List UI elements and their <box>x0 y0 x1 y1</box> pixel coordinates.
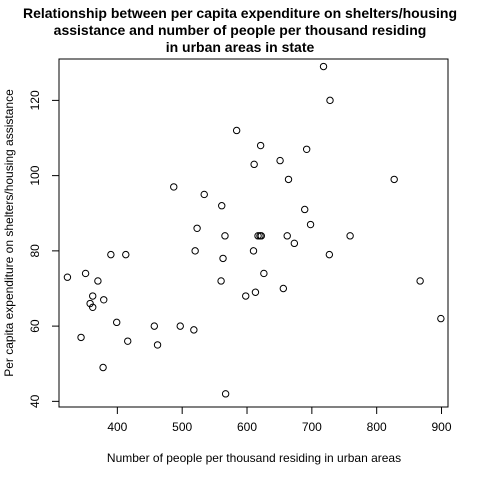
data-point <box>306 220 315 229</box>
data-point <box>219 254 227 263</box>
y-tick-label: 60 <box>28 319 42 333</box>
x-axis: 400 500 600 700 800 900 <box>107 407 452 434</box>
data-point <box>200 190 208 199</box>
data-point <box>325 250 334 259</box>
y-tick-label: 80 <box>28 244 42 258</box>
plot-frame <box>58 58 449 408</box>
chart-title-line-3: in urban areas in state <box>166 39 315 55</box>
data-point <box>254 232 262 240</box>
data-point <box>250 160 258 169</box>
data-point <box>319 62 328 71</box>
data-point <box>251 288 260 296</box>
y-tick-label: 100 <box>28 165 42 185</box>
data-point <box>290 239 299 248</box>
data-point <box>437 314 445 323</box>
data-point <box>301 205 309 214</box>
x-tick-label: 400 <box>107 420 127 434</box>
data-point <box>276 156 284 165</box>
data-point <box>94 277 102 285</box>
chart-title: Relationship between per capita expendit… <box>23 5 457 55</box>
data-point <box>122 250 130 259</box>
data-point <box>326 96 334 105</box>
data-point <box>170 183 178 191</box>
data-point <box>124 337 132 345</box>
x-tick-label: 900 <box>432 420 452 434</box>
data-point <box>176 322 184 330</box>
data-point <box>346 232 354 240</box>
data-point <box>249 247 258 255</box>
data-point <box>416 277 424 285</box>
data-point <box>86 299 94 308</box>
data-point <box>100 296 108 304</box>
data-point <box>81 269 90 278</box>
data-point <box>99 363 107 372</box>
x-tick-label: 700 <box>302 420 322 434</box>
data-point <box>302 145 311 153</box>
data-point <box>77 333 85 342</box>
data-point <box>256 141 265 150</box>
data-point <box>260 269 268 278</box>
data-point <box>232 126 241 135</box>
data-point <box>193 224 201 232</box>
data-point <box>242 292 250 300</box>
x-tick-label: 600 <box>237 420 257 434</box>
y-tick-label: 40 <box>28 394 42 408</box>
data-point <box>279 284 288 293</box>
x-tick-label: 500 <box>172 420 192 434</box>
data-point <box>217 277 225 285</box>
data-point <box>89 292 97 300</box>
data-point <box>150 322 159 330</box>
data-point <box>190 326 198 334</box>
data-points <box>63 62 445 398</box>
chart-title-line-2: assistance and number of people per thou… <box>54 22 427 38</box>
data-point <box>63 273 72 281</box>
data-point <box>257 232 265 240</box>
data-point <box>283 232 291 240</box>
y-tick-label: 120 <box>28 90 42 110</box>
data-point <box>191 247 199 255</box>
data-point <box>153 341 162 349</box>
data-point <box>284 175 293 184</box>
data-point <box>221 390 230 398</box>
data-point <box>218 202 226 210</box>
y-axis: 40 60 80 100 120 <box>28 90 59 408</box>
y-axis-label: Per capita expenditure on shelters/housi… <box>2 89 16 377</box>
data-point <box>89 303 97 312</box>
data-point <box>107 250 115 259</box>
x-axis-label: Number of people per thousand residing i… <box>107 451 401 465</box>
data-point <box>390 175 398 184</box>
data-point <box>221 232 229 240</box>
data-point <box>113 318 121 327</box>
x-tick-label: 800 <box>367 420 387 434</box>
chart-title-line-1: Relationship between per capita expendit… <box>23 5 457 21</box>
